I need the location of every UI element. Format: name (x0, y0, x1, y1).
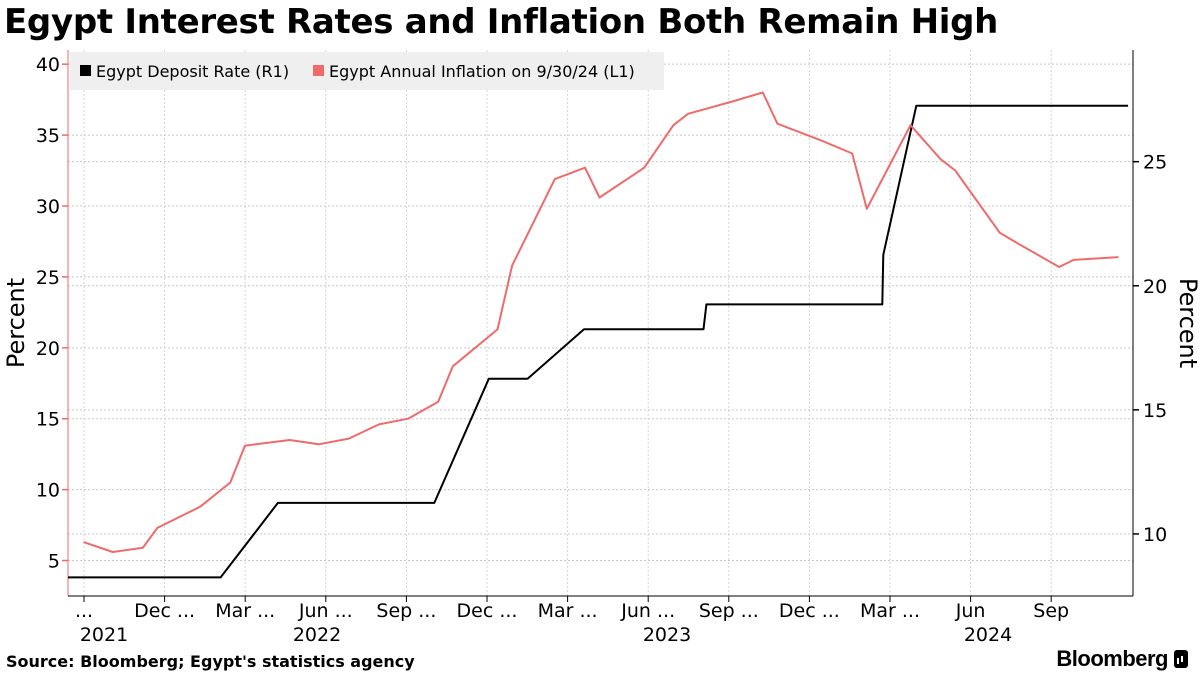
x-axis-tick-label: Sep ... (699, 600, 759, 622)
left-axis-tick-label: 30 (36, 196, 60, 218)
left-axis-tick-label: 40 (36, 54, 60, 76)
left-axis-label: Percent (2, 278, 30, 368)
series-line-1 (83, 91, 1119, 553)
x-axis-tick-label: Mar ... (860, 600, 920, 622)
right-axis-label: Percent (1174, 278, 1200, 368)
legend-label-1: Egypt Annual Inflation on 9/30/24 (L1) (329, 62, 635, 81)
chart-title: Egypt Interest Rates and Inflation Both … (4, 2, 999, 42)
series-lines (68, 91, 1129, 579)
legend-swatch-0 (80, 65, 91, 76)
x-axis-tick-label: Dec ... (457, 600, 518, 622)
x-axis-year-label: 2021 (80, 624, 128, 646)
x-axis-tick-label: Jun (955, 600, 986, 622)
right-axis-tick-label: 20 (1143, 276, 1167, 298)
bloomberg-logo: Bloomberg (1056, 646, 1188, 672)
x-axis-year-label: 2022 (293, 624, 341, 646)
right-axis-tick-label: 15 (1143, 400, 1167, 422)
x-axis-tick-label: Dec ... (134, 600, 195, 622)
left-axis-tick-label: 15 (36, 409, 60, 431)
x-axis-year-label: 2024 (964, 624, 1012, 646)
bloomberg-terminal-icon (1174, 650, 1188, 668)
x-axis-tick-label: Dec ... (779, 600, 840, 622)
x-axis-tick-label: Mar ... (538, 600, 598, 622)
x-axis-tick-label: Mar ... (215, 600, 275, 622)
left-axis-tick-label: 10 (36, 480, 60, 502)
legend-label-0: Egypt Deposit Rate (R1) (96, 62, 289, 81)
x-axis-tick-label: Sep ... (376, 600, 436, 622)
x-axis-tick-label: Jun ... (620, 600, 675, 622)
x-axis-tick-label: Jun ... (298, 600, 353, 622)
x-axis-year-label: 2023 (643, 624, 691, 646)
legend-box (70, 52, 664, 90)
x-axis-tick-label: Sep (1033, 600, 1069, 622)
axes: 5 10 15 20 25 30 35 40 Percent 10 15 20 25 Percent...… (2, 50, 1200, 646)
x-axis-tick-label: ... (75, 600, 93, 622)
brand-name: Bloomberg (1056, 646, 1168, 671)
legend-swatch-1 (313, 65, 324, 76)
series-line-0 (68, 104, 1129, 579)
right-axis-tick-label: 10 (1143, 524, 1167, 546)
right-axis-tick-label: 25 (1143, 152, 1167, 174)
source-note: Source: Bloomberg; Egypt's statistics ag… (6, 652, 415, 671)
left-axis-tick-label: 20 (36, 338, 60, 360)
grid-lines (68, 50, 1133, 596)
legend: Egypt Deposit Rate (R1) Egypt Annual Infl… (70, 52, 664, 90)
left-axis-tick-label: 5 (48, 551, 60, 573)
left-axis-tick-label: 25 (36, 267, 60, 289)
left-axis-tick-label: 35 (36, 125, 60, 147)
